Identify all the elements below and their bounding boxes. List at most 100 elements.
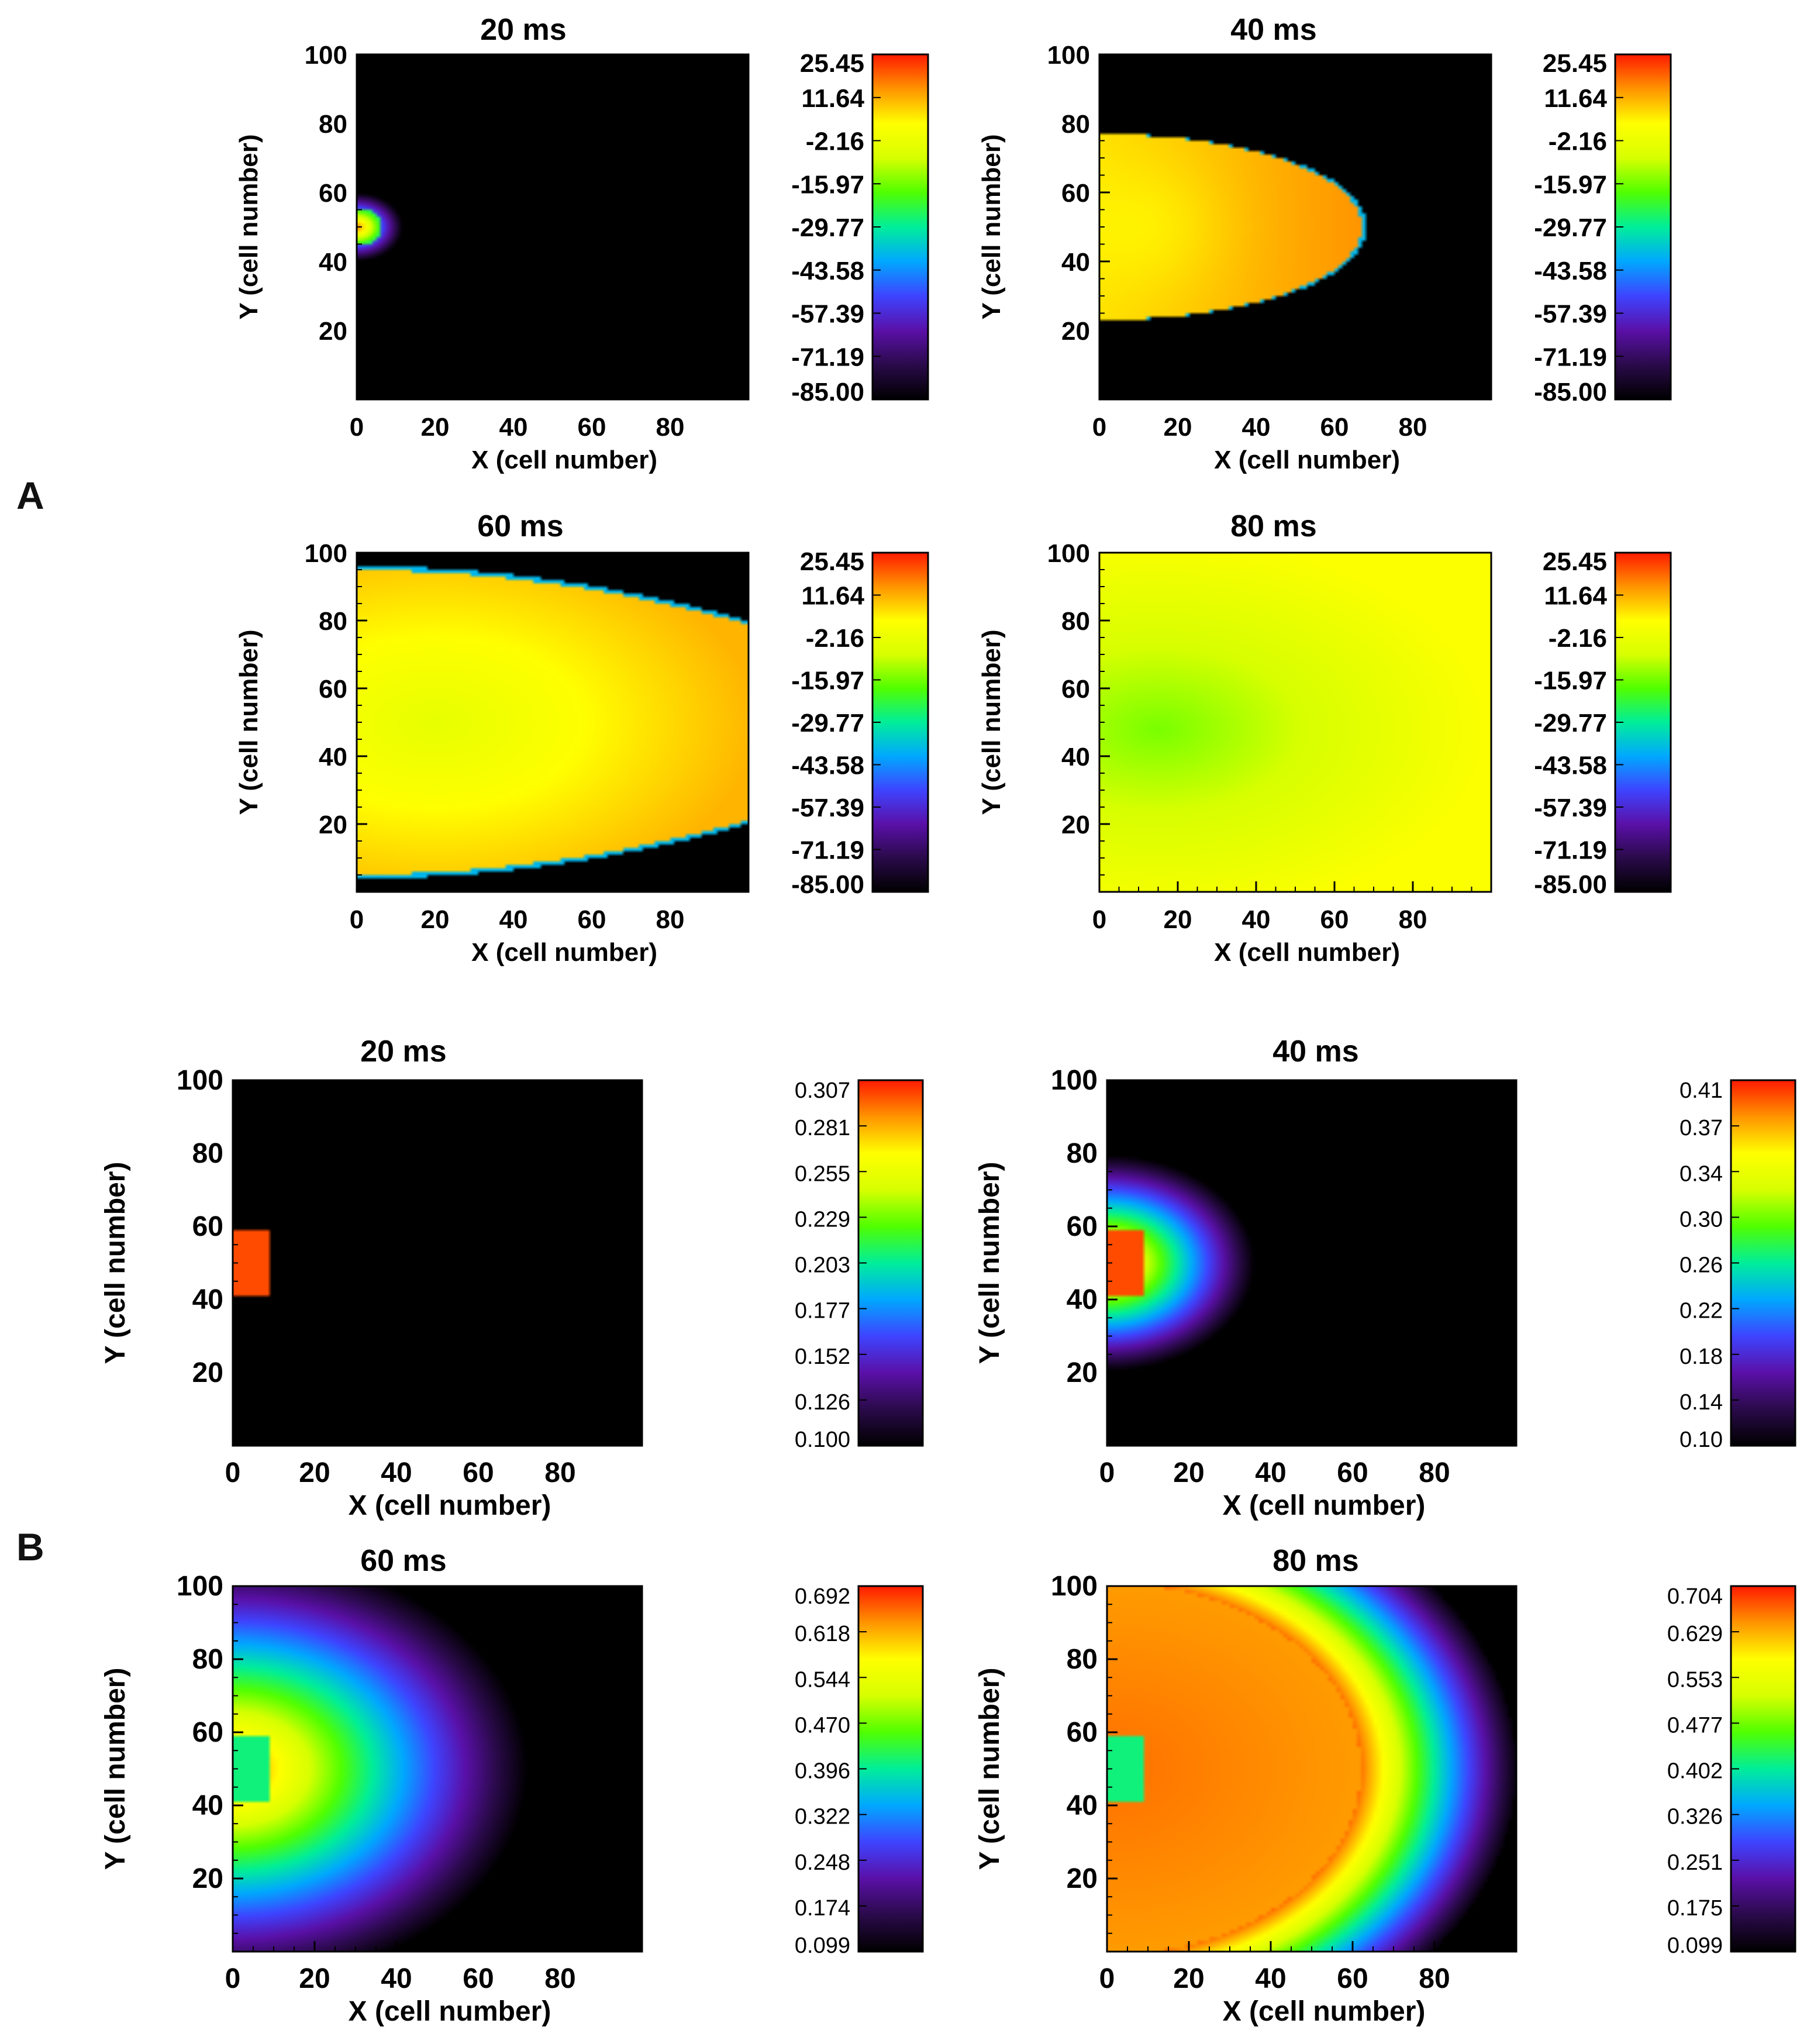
x-tick-label: 0 [350, 413, 364, 442]
chart-panel: 20 ms 0 20 40 60 80 20 40 60 80 100 X (cell number)… [234, 13, 929, 474]
x-tick-label: 20 [299, 1457, 330, 1488]
colorbar [857, 1585, 924, 1953]
x-tick-label: 0 [225, 1457, 241, 1488]
x-tick-label: 0 [1092, 905, 1106, 934]
x-axis-label: X (cell number) [1223, 1996, 1426, 2027]
colorbar-tick-label: 0.26 [1679, 1253, 1723, 1278]
y-tick-label: 40 [1061, 248, 1090, 277]
colorbar-tick-label: 11.64 [801, 582, 864, 611]
chart-panel: 80 ms 0 20 40 60 80 20 40 60 80 100 X (cell number)… [977, 509, 1672, 967]
y-tick-label: 100 [1051, 1571, 1098, 1602]
y-tick-label: 60 [1061, 179, 1090, 208]
colorbar-tick-label: 0.396 [795, 1759, 850, 1784]
y-tick-label: 60 [319, 675, 347, 704]
x-tick-label: 0 [1099, 1963, 1115, 1994]
colorbar-tick-label: 0.248 [795, 1850, 850, 1875]
chart-panel: 60 ms 0 20 40 60 80 20 40 60 80 100 X (cell number)… [100, 1544, 924, 2027]
y-tick-label: 80 [319, 110, 347, 139]
colorbar [1730, 1585, 1796, 1953]
chart-title: 80 ms [1230, 509, 1316, 543]
x-tick-label: 60 [1337, 1457, 1368, 1488]
y-tick-label: 20 [192, 1357, 223, 1388]
x-tick-label: 60 [463, 1457, 494, 1488]
colorbar-tick-label: 11.64 [801, 84, 864, 113]
x-tick-label: 0 [1099, 1457, 1115, 1488]
heatmap-image [1099, 553, 1491, 892]
y-tick-label: 100 [305, 539, 347, 568]
y-tick-label: 60 [192, 1211, 223, 1242]
colorbar-tick-label: 0.281 [795, 1116, 850, 1140]
y-axis-label: Y (cell number) [234, 629, 263, 815]
x-axis-label: X (cell number) [1214, 446, 1400, 474]
heatmap-image [357, 553, 749, 892]
x-tick-label: 40 [499, 905, 528, 934]
y-tick-label: 60 [192, 1717, 223, 1748]
heatmap-image [233, 1586, 642, 1952]
x-axis-label: X (cell number) [349, 1490, 551, 1521]
y-axis-label: Y (cell number) [234, 134, 263, 319]
colorbar-tick-label: 0.704 [1667, 1584, 1723, 1609]
y-tick-label: 80 [192, 1138, 223, 1169]
heatmap-image [357, 54, 749, 399]
colorbar-tick-label: 0.255 [795, 1161, 850, 1186]
x-tick-label: 0 [1092, 413, 1106, 442]
colorbar-tick-label: -43.58 [1534, 257, 1607, 285]
y-tick-label: 40 [192, 1790, 223, 1821]
y-tick-label: 100 [305, 41, 347, 70]
y-tick-label: 60 [1067, 1211, 1098, 1242]
colorbar-tick-label: 25.45 [800, 49, 864, 78]
y-axis-label: Y (cell number) [974, 1162, 1005, 1364]
y-tick-label: 100 [177, 1571, 223, 1602]
y-tick-label: 80 [319, 607, 347, 636]
y-tick-label: 20 [319, 317, 347, 346]
colorbar-tick-label: 25.45 [800, 547, 864, 576]
colorbar-tick-label: -43.58 [791, 752, 864, 780]
chart-title: 20 ms [360, 1035, 446, 1068]
chart-title: 60 ms [477, 509, 563, 543]
colorbar-tick-label: -85.00 [791, 870, 864, 899]
colorbar-tick-label: 0.544 [795, 1667, 850, 1692]
y-tick-label: 40 [319, 248, 347, 277]
y-tick-label: 60 [1067, 1717, 1098, 1748]
x-tick-label: 40 [1255, 1457, 1286, 1488]
x-axis-label: X (cell number) [1214, 938, 1400, 967]
colorbar-tick-label: 0.477 [1667, 1713, 1723, 1738]
colorbar-tick-label: 0.618 [795, 1622, 850, 1646]
y-axis-label: Y (cell number) [100, 1668, 131, 1870]
heatmap-image [1099, 54, 1491, 399]
x-tick-label: 40 [1242, 413, 1271, 442]
x-axis-label: X (cell number) [471, 938, 657, 967]
colorbar-tick-label: -2.16 [806, 624, 864, 653]
colorbar-tick-label: -85.00 [1534, 870, 1607, 899]
colorbar-tick-label: 0.14 [1679, 1390, 1723, 1415]
colorbar-tick-label: 0.229 [795, 1207, 850, 1232]
colorbar-tick-label: -71.19 [1534, 343, 1607, 371]
colorbar-tick-label: -57.39 [791, 300, 864, 329]
x-tick-label: 40 [381, 1963, 412, 1994]
y-tick-label: 60 [1061, 675, 1090, 704]
x-tick-label: 80 [1419, 1457, 1450, 1488]
colorbar-tick-label: 0.629 [1667, 1622, 1723, 1646]
chart-title: 20 ms [480, 13, 566, 47]
y-axis-label: Y (cell number) [977, 629, 1006, 815]
x-tick-label: 40 [499, 413, 528, 442]
colorbar-tick-label: -43.58 [1534, 752, 1607, 780]
heatmap-image [1107, 1080, 1516, 1446]
y-tick-label: 40 [192, 1284, 223, 1315]
x-tick-label: 20 [421, 413, 450, 442]
y-axis-label: Y (cell number) [974, 1668, 1005, 1870]
colorbar-tick-label: -57.39 [791, 794, 864, 822]
x-tick-label: 80 [1399, 905, 1427, 934]
x-tick-label: 60 [463, 1963, 494, 1994]
y-tick-label: 100 [1047, 41, 1090, 70]
x-tick-label: 20 [421, 905, 450, 934]
y-tick-label: 100 [1051, 1065, 1098, 1096]
colorbar-tick-label: 0.34 [1679, 1161, 1723, 1186]
colorbar-tick-label: 0.326 [1667, 1805, 1723, 1829]
colorbar-tick-label: 25.45 [1543, 547, 1607, 576]
colorbar [1614, 53, 1672, 401]
x-tick-label: 60 [1320, 905, 1349, 934]
colorbar-tick-label: 0.553 [1667, 1667, 1723, 1692]
colorbar-tick-label: -57.39 [1534, 300, 1607, 329]
